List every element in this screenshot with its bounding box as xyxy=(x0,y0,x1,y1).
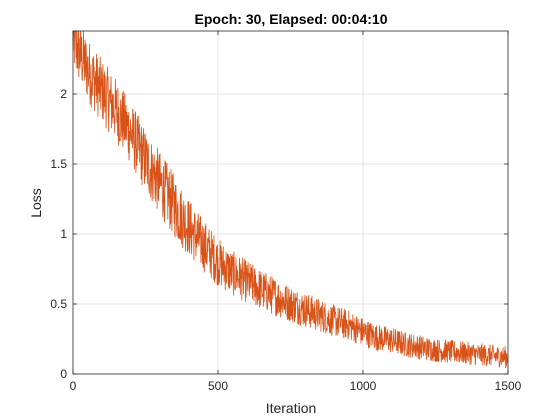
x-axis-label: Iteration xyxy=(266,400,317,416)
x-tick-label: 1000 xyxy=(350,379,377,393)
y-tick-label: 0 xyxy=(60,367,67,381)
y-tick-labels: 0 0.5 1 1.5 2 xyxy=(50,87,67,381)
y-tick-label: 0.5 xyxy=(50,297,67,311)
chart-title: Epoch: 30, Elapsed: 00:04:10 xyxy=(195,11,388,27)
y-axis-label: Loss xyxy=(28,188,44,218)
plot-area xyxy=(73,31,508,374)
x-tick-label: 1500 xyxy=(495,379,522,393)
y-tick-label: 1.5 xyxy=(50,157,67,171)
series-group xyxy=(72,30,509,368)
x-tick-labels: 0 500 1000 1500 xyxy=(70,379,522,393)
tick-marks xyxy=(72,31,509,375)
x-tick-label: 500 xyxy=(208,379,228,393)
loss-series-line xyxy=(72,30,509,368)
y-tick-label: 1 xyxy=(60,227,67,241)
x-tick-label: 0 xyxy=(70,379,77,393)
y-tick-label: 2 xyxy=(60,87,67,101)
plot-border xyxy=(72,30,509,375)
